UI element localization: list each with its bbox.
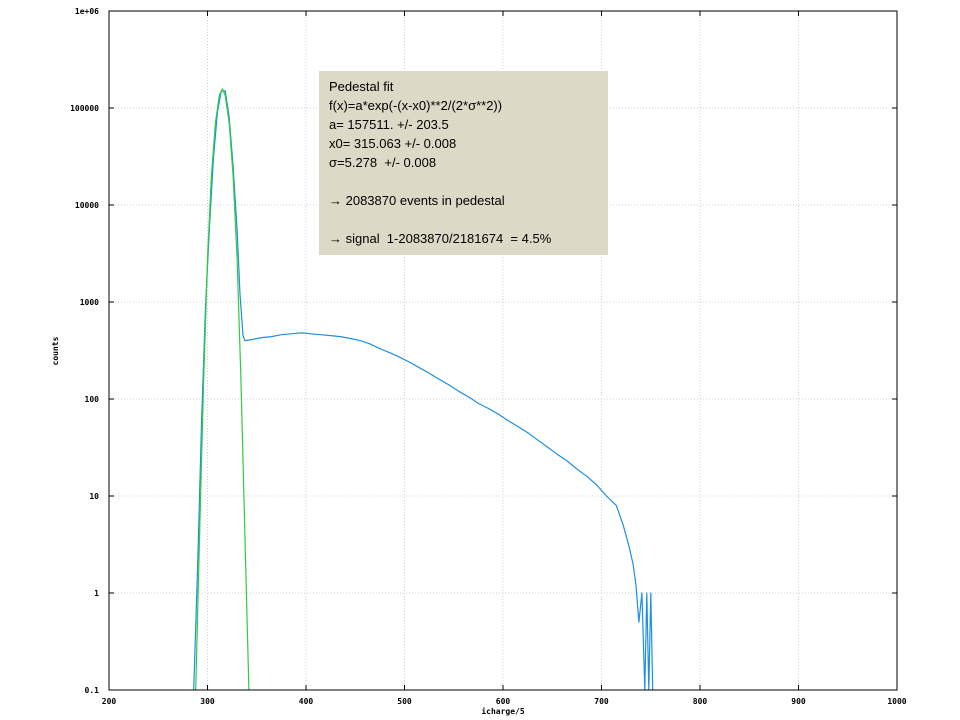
x-tick-label: 600: [496, 697, 511, 706]
x-tick-label: 800: [693, 697, 708, 706]
x-tick-label: 500: [397, 697, 412, 706]
y-tick-label: 100: [85, 395, 100, 404]
chart-tick-labels: 200 300 400 500 600 700 800 900 1000 0.1 1 10 100 100…: [70, 7, 907, 706]
y-tick-label: 10: [89, 492, 99, 501]
x-tick-label: 900: [791, 697, 806, 706]
fit-box-line-formula: f(x)=a*exp(-(x-x0)**2/(2*σ**2)): [329, 98, 503, 113]
chart-series: [193, 88, 654, 691]
x-tick-label: 300: [200, 697, 215, 706]
y-tick-label: 1: [94, 589, 99, 598]
x-tick-label: 700: [594, 697, 609, 706]
fit-box-line-title: Pedestal fit: [329, 79, 394, 94]
fit-box-line-a: a= 157511. +/- 203.5: [329, 117, 449, 132]
x-tick-label: 1000: [887, 697, 906, 706]
fit-box-line-signal: → signal 1-2083870/2181674 = 4.5%: [329, 231, 552, 246]
fit-curve-line: [195, 88, 250, 691]
chart-frame: [108, 10, 898, 691]
fit-result-box: Pedestal fit f(x)=a*exp(-(x-x0)**2/(2*σ*…: [319, 71, 608, 255]
y-tick-label: 1e+06: [75, 7, 99, 16]
x-tick-label: 400: [299, 697, 314, 706]
fit-box-line-sigma: σ=5.278 +/- 0.008: [329, 155, 437, 170]
fit-box-line-x0: x0= 315.063 +/- 0.008: [329, 136, 457, 151]
y-tick-label: 0.1: [85, 686, 100, 695]
fit-box-line-events: → 2083870 events in pedestal: [329, 193, 505, 208]
x-axis-title: icharge/5: [481, 706, 525, 716]
y-axis-title: counts: [51, 336, 60, 365]
y-tick-label: 100000: [70, 104, 99, 113]
histogram-line: [193, 90, 654, 691]
x-tick-label: 200: [102, 697, 117, 706]
fit-box-spacer-2: [329, 210, 608, 229]
y-tick-label: 10000: [75, 201, 99, 210]
y-tick-label: 1000: [80, 298, 99, 307]
fit-box-spacer-1: [329, 172, 608, 191]
